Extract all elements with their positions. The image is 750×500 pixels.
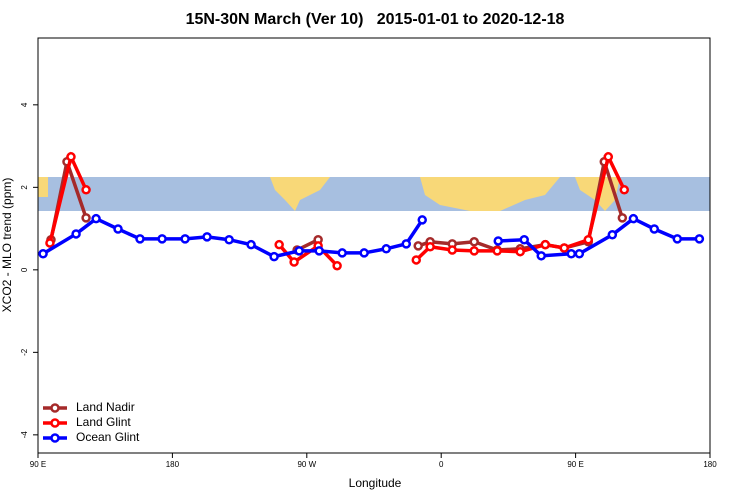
point xyxy=(617,213,628,223)
land xyxy=(270,177,330,211)
x-tick-label: 90 W xyxy=(297,460,316,469)
point xyxy=(224,234,234,245)
point xyxy=(337,248,347,258)
point xyxy=(294,246,304,256)
legend-marker xyxy=(50,433,60,443)
point xyxy=(566,249,577,259)
point xyxy=(607,230,618,240)
point xyxy=(559,243,570,253)
point xyxy=(519,234,529,245)
point xyxy=(694,234,705,244)
point xyxy=(411,255,422,265)
point xyxy=(447,245,458,255)
point xyxy=(289,257,299,267)
land xyxy=(38,177,48,197)
point xyxy=(574,249,585,259)
point xyxy=(91,213,101,224)
point xyxy=(202,232,212,242)
point xyxy=(274,239,284,250)
point xyxy=(619,185,630,195)
point xyxy=(672,234,683,244)
point xyxy=(157,234,167,244)
legend-label: Ocean Glint xyxy=(76,430,140,444)
y-tick-label: -4 xyxy=(20,431,29,439)
x-tick-label: 90 E xyxy=(30,460,46,469)
point xyxy=(413,241,423,251)
legend-marker xyxy=(50,418,60,428)
point xyxy=(492,246,502,256)
point xyxy=(135,234,145,244)
point xyxy=(314,246,324,256)
point xyxy=(81,213,91,223)
x-tick-label: 90 E xyxy=(567,460,583,469)
chart-title: 15N-30N March (Ver 10) 2015-01-01 to 202… xyxy=(186,11,565,28)
y-axis-label: XCO2 - MLO trend (ppm) xyxy=(0,178,14,313)
point xyxy=(359,248,369,258)
y-tick-label: 2 xyxy=(20,185,29,190)
point xyxy=(536,251,547,261)
point xyxy=(246,239,256,250)
x-tick-label: 0 xyxy=(439,460,444,469)
point xyxy=(66,152,76,162)
legend-label: Land Nadir xyxy=(76,400,135,414)
point xyxy=(603,152,614,162)
point xyxy=(515,246,525,257)
x-axis-label: Longitude xyxy=(349,476,402,490)
y-tick-label: 0 xyxy=(20,267,29,272)
x-tick-label: 180 xyxy=(703,460,717,469)
point xyxy=(493,236,503,246)
y-tick-label: 4 xyxy=(20,102,29,107)
point xyxy=(269,251,279,262)
point xyxy=(583,234,594,245)
legend-label: Land Glint xyxy=(76,415,131,429)
point xyxy=(628,213,639,224)
point xyxy=(469,246,479,256)
x-tick-label: 180 xyxy=(166,460,180,469)
point xyxy=(332,260,342,271)
point xyxy=(401,239,412,249)
y-tick-label: -2 xyxy=(20,348,29,356)
point xyxy=(425,241,435,252)
legend-marker xyxy=(50,403,60,413)
point xyxy=(45,238,55,248)
point xyxy=(81,185,91,195)
point xyxy=(71,229,81,239)
land xyxy=(420,177,560,211)
point xyxy=(381,244,391,254)
point xyxy=(38,249,48,259)
plot-frame xyxy=(37,37,711,454)
point xyxy=(649,224,660,234)
point xyxy=(113,224,123,234)
point xyxy=(180,234,190,244)
point xyxy=(469,237,479,247)
point xyxy=(417,215,427,225)
point xyxy=(540,239,551,250)
